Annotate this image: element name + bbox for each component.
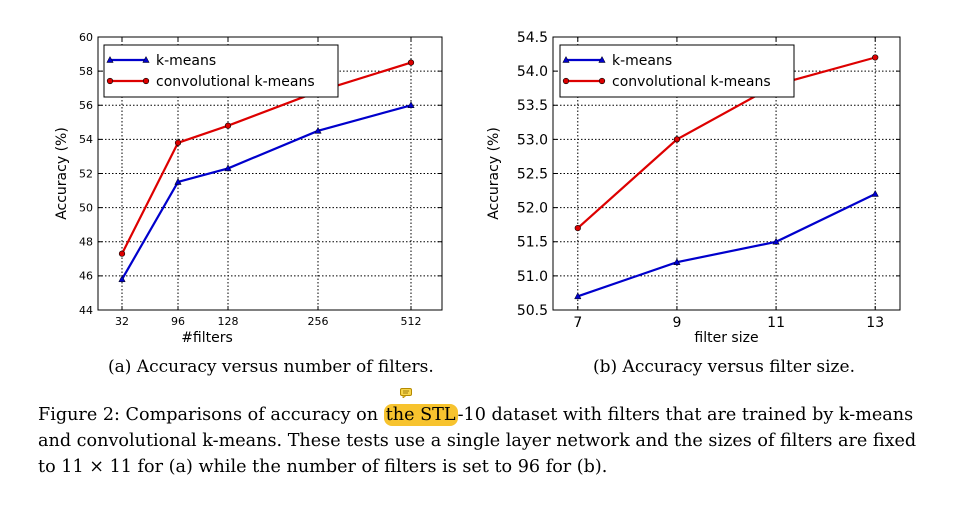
y-tick-label: 60 xyxy=(79,31,93,44)
series-line-kmeans xyxy=(121,104,412,280)
legend-marker xyxy=(598,55,606,63)
data-point xyxy=(871,189,879,197)
caption-text: Figure 2: Comparisons of accuracy on xyxy=(38,405,384,425)
legend-marker xyxy=(562,55,570,63)
legend-marker xyxy=(598,77,606,85)
data-point xyxy=(314,126,322,134)
data-point xyxy=(407,59,415,66)
data-point xyxy=(174,139,182,146)
y-tick-label: 48 xyxy=(79,236,93,249)
highlighted-text[interactable]: the STL xyxy=(383,404,458,426)
subcaption-b: (b) Accuracy versus filter size. xyxy=(593,357,855,377)
y-tick-label: 54 xyxy=(79,133,93,146)
legend-label: convolutional k-means xyxy=(612,74,771,90)
caption-line-3: to 11 × 11 for (a) while the number of f… xyxy=(38,457,608,477)
y-axis-label: Accuracy (%) xyxy=(54,127,70,220)
y-tick-label: 54.5 xyxy=(517,30,548,46)
x-tick-label: 13 xyxy=(866,315,884,331)
legend-label: k-means xyxy=(156,53,216,69)
x-axis-label: filter size xyxy=(694,330,758,346)
x-tick-label: 7 xyxy=(573,315,582,331)
chart-accuracy-vs-filters: 44 46 48 50 52 54 56 58 60 32 96 128 256 512 #filters A… xyxy=(0,0,470,350)
legend-label: k-means xyxy=(612,53,672,69)
y-tick-label: 53.5 xyxy=(517,98,548,114)
y-tick-label: 46 xyxy=(79,270,93,283)
legend-box xyxy=(103,44,339,98)
y-tick-label: 52 xyxy=(79,167,93,180)
data-point xyxy=(407,101,415,108)
subcaption-a: (a) Accuracy versus number of filters. xyxy=(108,357,434,377)
y-tick-label: 51.0 xyxy=(517,269,548,285)
data-point xyxy=(574,292,582,300)
y-tick-label: 50 xyxy=(79,201,93,214)
caption-line-1: Figure 2: Comparisons of accuracy on the… xyxy=(38,402,948,428)
data-point xyxy=(118,250,126,257)
data-point xyxy=(118,275,126,283)
y-tick-label: 52.5 xyxy=(517,166,548,182)
series-line-conv-kmeans xyxy=(577,56,876,229)
y-tick-label: 51.5 xyxy=(517,235,548,251)
data-point xyxy=(224,122,232,129)
y-tick-label: 58 xyxy=(79,65,93,78)
y-tick-label: 53.0 xyxy=(517,132,548,148)
x-tick-label: 128 xyxy=(218,315,239,328)
legend-marker xyxy=(106,77,114,85)
caption-line-2: and convolutional k-means. These tests u… xyxy=(38,431,917,451)
legend-box xyxy=(559,44,795,98)
x-tick-label: 96 xyxy=(171,315,185,328)
legend-marker xyxy=(142,77,150,85)
legend-label: convolutional k-means xyxy=(156,74,315,90)
y-tick-label: 54.0 xyxy=(517,64,548,80)
caption-text: -10 dataset with filters that are traine… xyxy=(457,405,914,425)
data-point xyxy=(574,225,581,232)
comment-icon[interactable] xyxy=(400,388,412,398)
chart-accuracy-vs-filter-size: 50.5 51.0 51.5 52.0 52.5 53.0 53.5 54.0 54.5 7 9 11… xyxy=(480,0,973,350)
legend-marker xyxy=(142,55,150,63)
data-point xyxy=(673,258,681,265)
y-tick-label: 50.5 xyxy=(517,303,548,319)
x-tick-label: 11 xyxy=(767,315,785,331)
legend-marker xyxy=(562,77,570,85)
chart-a-svg: 44 46 48 50 52 54 56 58 60 32 96 128 256 512 #filters A… xyxy=(54,31,443,346)
y-tick-label: 56 xyxy=(79,99,93,112)
data-point xyxy=(224,164,232,172)
x-axis-label: #filters xyxy=(181,330,233,346)
data-point xyxy=(174,177,182,185)
data-point xyxy=(772,237,780,245)
y-axis-label: Accuracy (%) xyxy=(486,127,502,220)
series-line-kmeans xyxy=(577,193,876,298)
x-tick-label: 9 xyxy=(672,315,681,331)
figure-caption: Figure 2: Comparisons of accuracy on the… xyxy=(38,402,948,480)
legend-marker xyxy=(106,55,114,63)
data-point xyxy=(872,54,879,61)
y-tick-label: 52.0 xyxy=(517,201,548,217)
y-tick-label: 44 xyxy=(79,304,93,317)
x-tick-label: 512 xyxy=(401,315,422,328)
x-tick-label: 256 xyxy=(308,315,329,328)
chart-b-svg: 50.5 51.0 51.5 52.0 52.5 53.0 53.5 54.0 54.5 7 9 11… xyxy=(486,30,901,346)
x-tick-label: 32 xyxy=(115,315,129,328)
data-point xyxy=(673,136,681,143)
